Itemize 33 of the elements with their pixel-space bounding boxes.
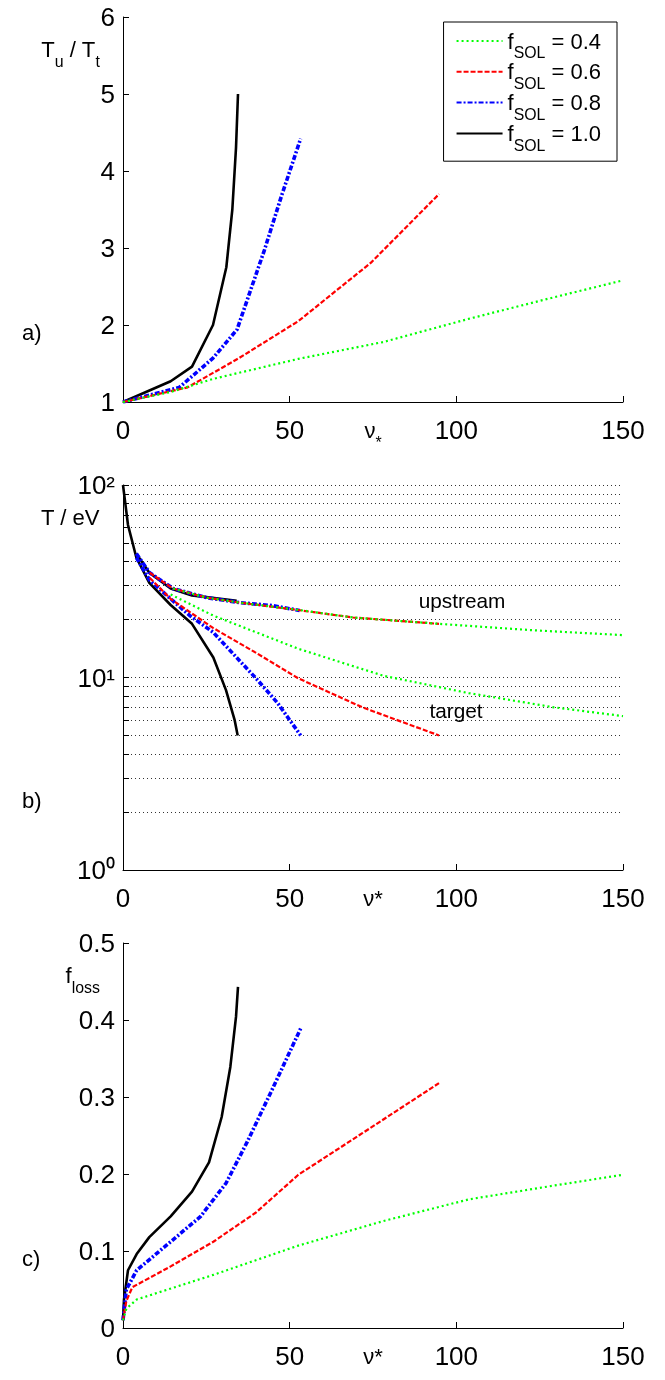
y-tick-label: 10⁰ (77, 855, 115, 885)
y-tick-label: 6 (100, 2, 115, 32)
y-tick-label: 0.1 (78, 1236, 115, 1266)
y-tick-label: 4 (100, 156, 115, 186)
x-tick-label: 150 (601, 882, 645, 913)
y-tick-label: 5 (100, 79, 115, 109)
y-tick-label: 10¹ (77, 662, 116, 693)
x-axis-title: ν* (363, 1344, 384, 1370)
x-tick-label: 50 (275, 882, 305, 913)
text: c) (22, 1246, 41, 1272)
x-axis-title: ν* (364, 418, 382, 451)
text: a) (22, 320, 42, 346)
y-tick-label: 0.5 (78, 928, 115, 958)
y-tick-label: 0.4 (78, 1005, 115, 1035)
y-tick-label: 2 (100, 310, 115, 340)
annotation: upstream (418, 588, 506, 612)
text: b) (22, 788, 42, 814)
y-tick-label: 3 (100, 233, 115, 263)
x-tick-label: 50 (275, 414, 305, 445)
x-tick-label: 150 (601, 1340, 645, 1371)
y-tick-label: 0 (100, 1313, 115, 1343)
x-tick-label: 100 (434, 414, 479, 445)
y-tick-label: 10² (77, 470, 116, 500)
x-tick-label: 50 (275, 1340, 305, 1371)
y-axis-title: T / eV (41, 505, 100, 531)
y-tick-label: 0.2 (78, 1159, 115, 1189)
x-tick-label: 100 (434, 1340, 479, 1371)
x-axis-title: ν* (363, 886, 384, 912)
y-tick-label: 0.3 (78, 1082, 115, 1112)
x-tick-label: 100 (434, 882, 479, 913)
y-tick-label: 1 (100, 387, 115, 417)
x-tick-label: 150 (601, 414, 645, 445)
annotation: target (429, 698, 483, 722)
